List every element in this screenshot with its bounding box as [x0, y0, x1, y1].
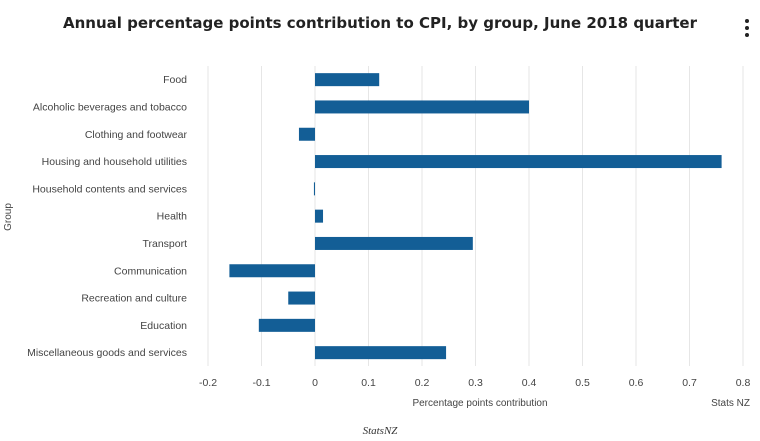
x-tick-label: 0 — [312, 377, 318, 389]
bar[interactable] — [315, 100, 529, 114]
bar[interactable] — [258, 318, 315, 332]
x-tick-label: 0.2 — [415, 377, 430, 389]
x-tick-label: 0.3 — [468, 377, 483, 389]
bar[interactable] — [229, 264, 315, 278]
chart-menu-button[interactable] — [737, 16, 757, 40]
category-label: Clothing and footwear — [85, 129, 188, 141]
bar[interactable] — [288, 291, 315, 305]
category-labels: Food Alcoholic beverages and tobacco Cloth… — [27, 74, 187, 359]
x-tick-label: 0.1 — [361, 377, 376, 389]
category-label: Education — [140, 320, 187, 332]
y-axis-title: Group — [3, 203, 14, 231]
bar[interactable] — [313, 182, 315, 196]
category-label: Recreation and culture — [81, 293, 187, 305]
category-label: Housing and household utilities — [42, 156, 187, 168]
bar[interactable] — [315, 73, 380, 87]
x-tick-labels: -0.2 -0.1 0 0.1 0.2 0.3 0.4 0.5 0.6 0.7 0.8 — [199, 377, 750, 389]
chart-credit: Stats NZ — [711, 398, 750, 409]
bar[interactable] — [298, 127, 315, 141]
footer-source: StatsNZ — [362, 425, 398, 437]
category-label: Alcoholic beverages and tobacco — [33, 101, 187, 113]
x-tick-label: 0.7 — [682, 377, 697, 389]
x-tick-label: -0.1 — [252, 377, 270, 389]
bar[interactable] — [315, 209, 324, 223]
x-tick-label: 0.5 — [575, 377, 590, 389]
x-tick-label: -0.2 — [199, 377, 217, 389]
category-label: Miscellaneous goods and services — [27, 347, 187, 359]
menu-dot-icon — [745, 26, 749, 30]
bar[interactable] — [315, 155, 722, 169]
menu-dot-icon — [745, 19, 749, 23]
bars — [229, 73, 722, 360]
menu-dot-icon — [745, 33, 749, 37]
category-label: Transport — [142, 238, 187, 250]
category-label: Household contents and services — [32, 183, 187, 195]
x-axis-title: Percentage points contribution — [412, 398, 547, 409]
category-label: Health — [157, 211, 188, 223]
x-tick-label: 0.6 — [629, 377, 644, 389]
category-label: Communication — [114, 265, 187, 277]
bar[interactable] — [315, 236, 473, 250]
category-label: Food — [163, 74, 187, 86]
x-tick-label: 0.4 — [522, 377, 537, 389]
bar[interactable] — [315, 346, 447, 360]
x-tick-label: 0.8 — [736, 377, 751, 389]
chart-title: Annual percentage points contribution to… — [62, 14, 697, 32]
